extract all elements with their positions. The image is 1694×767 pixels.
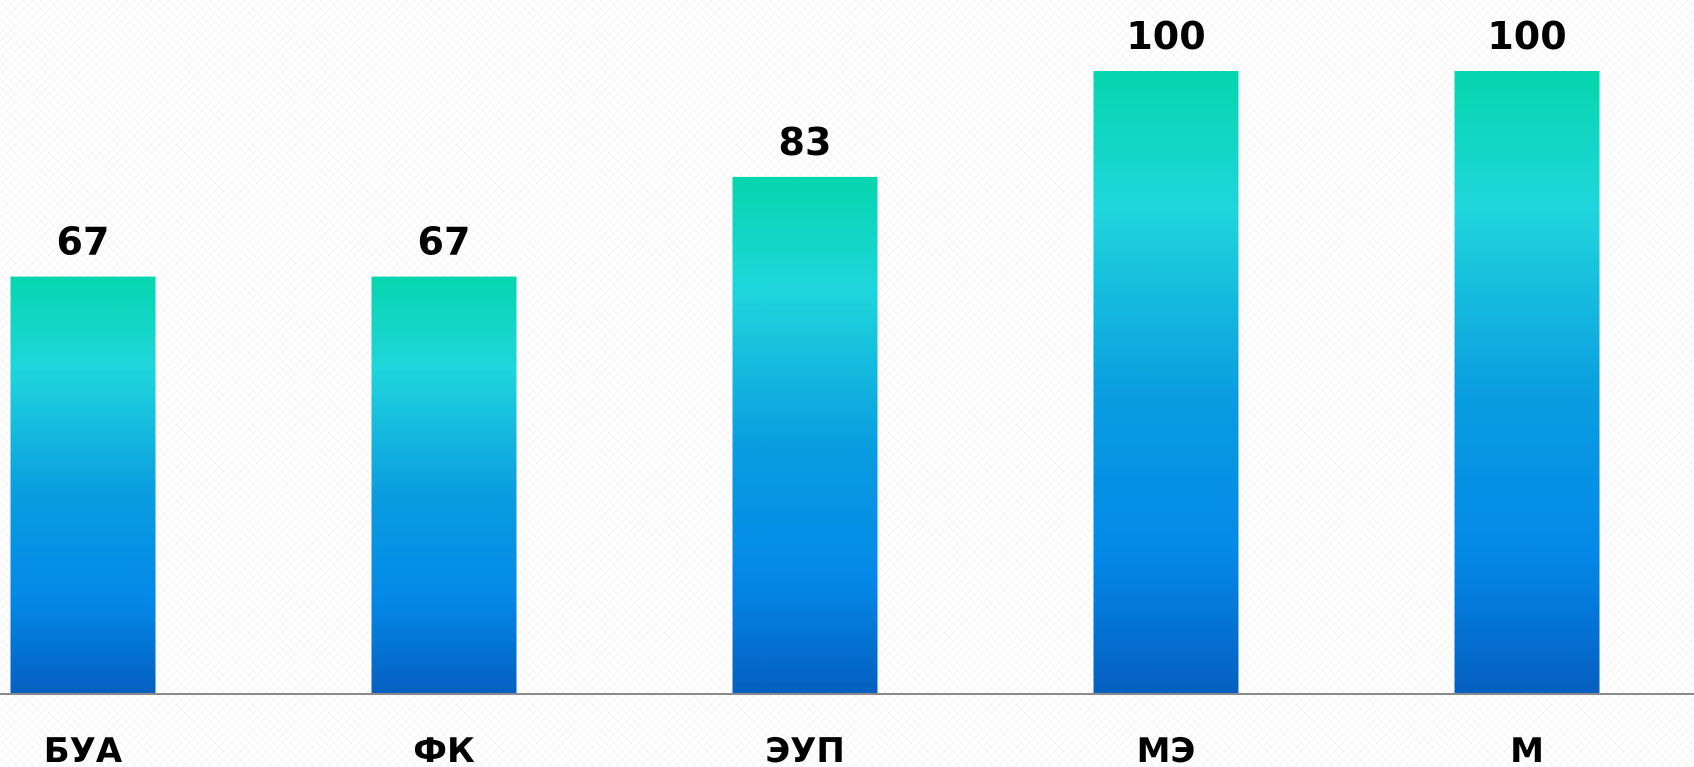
category-label: М: [1510, 731, 1544, 767]
bars-group: [10, 71, 1600, 694]
category-label: БУА: [44, 731, 123, 767]
bar-4: [1093, 71, 1239, 694]
category-label: МЭ: [1137, 731, 1196, 767]
category-labels-group: БУА ФК ЭУП МЭ М: [44, 731, 1544, 767]
bar-2: [371, 276, 517, 694]
bar-1: [10, 276, 156, 694]
category-label: ФК: [413, 731, 475, 767]
bar-3: [732, 176, 878, 694]
value-labels-group: 67 67 83 100 100: [57, 14, 1567, 264]
value-label: 100: [1487, 14, 1566, 58]
category-label: ЭУП: [765, 731, 845, 767]
value-label: 100: [1126, 14, 1205, 58]
value-label: 83: [779, 120, 832, 164]
value-label: 67: [57, 220, 110, 264]
bar-5: [1454, 71, 1600, 694]
value-label: 67: [418, 220, 471, 264]
